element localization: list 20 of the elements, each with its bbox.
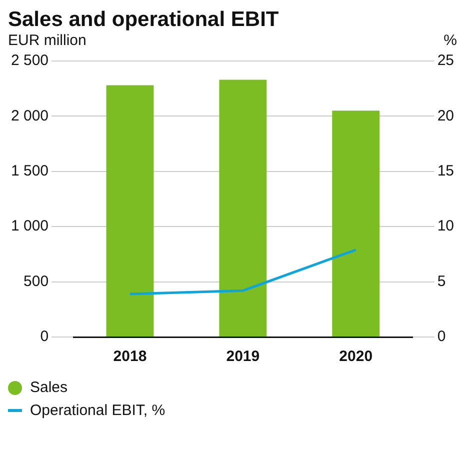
- y2-tick-label: 5: [437, 272, 446, 290]
- chart-title: Sales and operational EBIT: [8, 8, 280, 32]
- y2-tick-label: 10: [437, 218, 454, 235]
- y2-axis-title: %: [444, 32, 457, 49]
- y-tick-label: 2 000: [10, 107, 49, 124]
- y-tick-label: 1 000: [10, 218, 49, 235]
- x-tick-label: 2020: [339, 348, 373, 366]
- y2-tick-label: 15: [437, 162, 454, 180]
- y-tick-label: 1 500: [10, 162, 49, 180]
- y2-tick-label: 25: [437, 52, 454, 70]
- y2-tick-label: 20: [437, 107, 454, 124]
- x-tick-label: 2018: [113, 348, 147, 366]
- legend-label: Sales: [30, 379, 68, 396]
- y2-tick-label: 0: [437, 328, 446, 346]
- x-tick-label: 2019: [226, 348, 260, 366]
- y-axis-title: EUR million: [8, 32, 86, 49]
- legend-label: Operational EBIT, %: [30, 402, 166, 419]
- y-tick-label: 0: [40, 328, 49, 346]
- y-tick-label: 500: [24, 272, 49, 290]
- y-tick-label: 2 500: [10, 52, 49, 70]
